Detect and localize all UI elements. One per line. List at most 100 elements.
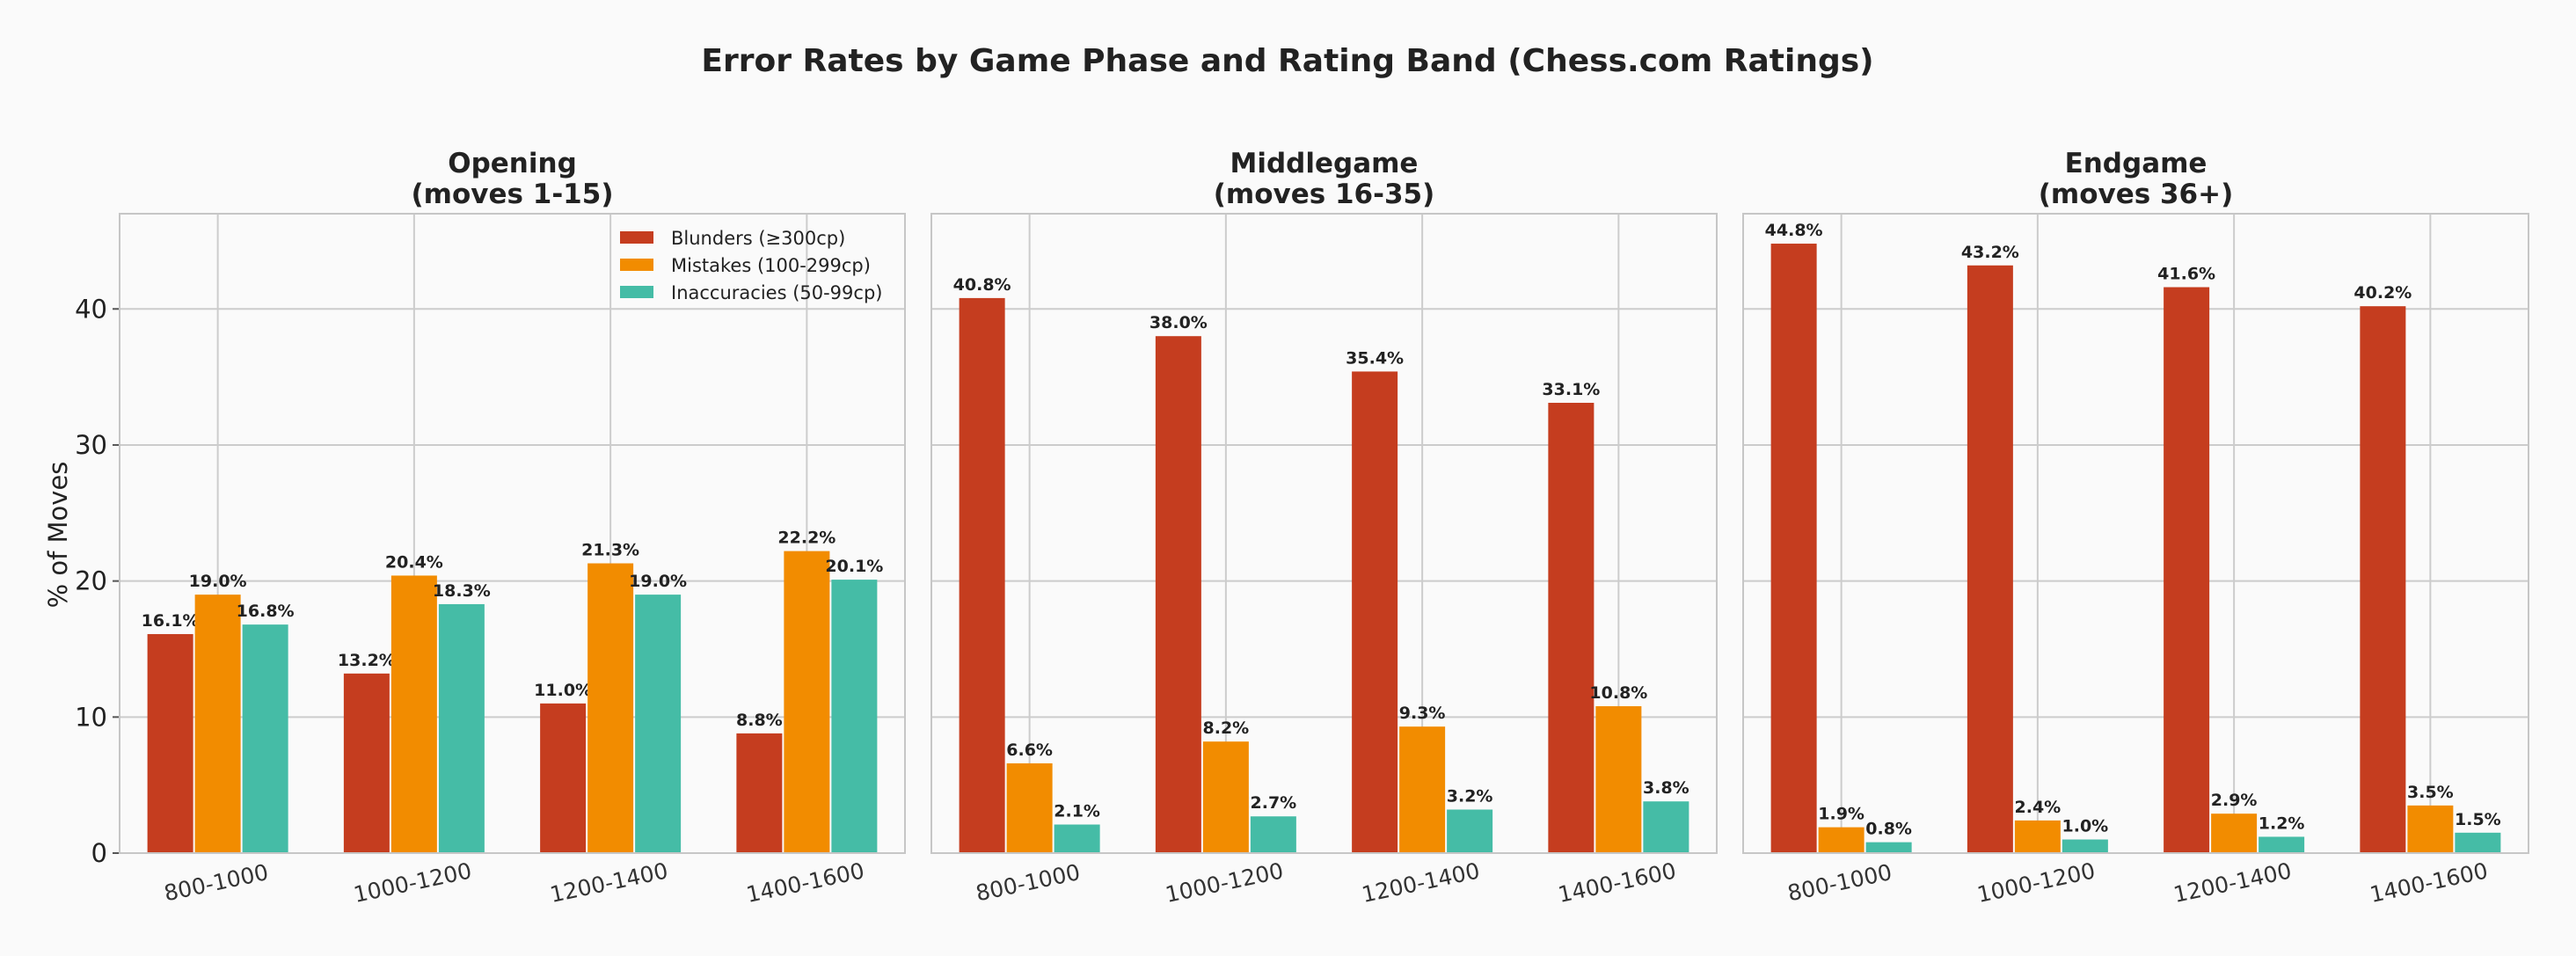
bar [1818,827,1864,853]
bar-value-label: 16.1% [142,611,200,631]
bar-value-label: 20.4% [385,552,443,572]
bar [2259,836,2305,853]
bar [1155,336,1201,853]
bar [2062,839,2108,853]
x-tick-label: 1200-1400 [548,857,670,908]
legend-swatch [620,286,653,298]
bar [540,703,587,853]
panel-title: Endgame [2065,148,2207,179]
bar [343,673,390,853]
panel-2: 40.8% 38.0% 35.4% 33.1% 6.6% 8.2% 9.3% 10.8% 2.1… [930,148,1718,908]
x-tick-label: 800-1000 [974,859,1083,906]
bar-value-label: 40.8% [953,275,1011,295]
x-tick-label: 1200-1400 [2171,857,2294,908]
bar-value-label: 3.8% [1643,778,1689,798]
legend-entry: Blunders (≥300cp) [671,228,845,249]
bar [2407,805,2454,853]
bar-value-label: 19.0% [189,572,247,591]
bar-value-label: 3.5% [2407,783,2454,802]
bar-value-label: 22.2% [777,529,836,548]
bar-value-label: 2.4% [2015,798,2062,817]
bar [390,575,437,853]
bar-value-label: 35.4% [1346,348,1404,368]
bar [2014,820,2061,853]
x-tick-label: 1000-1200 [351,857,473,908]
bar [2455,832,2501,853]
panel-3: 44.8% 43.2% 41.6% 40.2% 1.9% 2.4% 2.9% 3.5% 0.8%… [1742,148,2529,908]
x-tick-label: 800-1000 [162,859,271,906]
bar-value-label: 43.2% [1961,243,2019,262]
chart-title: Error Rates by Game Phase and Rating Ban… [701,43,1873,79]
legend-entry: Inaccuracies (50-99cp) [671,282,882,303]
bar-value-label: 1.9% [1818,805,1864,824]
legend-swatch [620,231,653,244]
panel-title: Opening [448,148,577,179]
bar [147,633,193,853]
bar [438,603,485,853]
y-tick-label: 20 [75,566,107,596]
bar-value-label: 0.8% [1865,820,1912,839]
x-tick-label: 1000-1200 [1163,857,1285,908]
bar [1865,842,1912,853]
bar-value-label: 19.0% [629,572,687,591]
bar [959,297,1005,854]
bar-value-label: 2.1% [1054,802,1100,821]
panel-title: Middlegame [1230,148,1419,179]
bar-value-label: 44.8% [1765,221,1823,240]
bar [1595,705,1642,853]
panel-1: 0 10 20 30 40 16.1% 13.2% 11.0% 8.8% 19.0% 20.4% 21… [75,148,906,908]
bar [1399,726,1446,853]
y-tick-label: 0 [91,838,107,868]
bar-value-label: 21.3% [581,541,639,560]
bar [1202,741,1249,853]
bar-value-label: 11.0% [534,681,592,700]
bar [587,563,634,853]
bar-value-label: 40.2% [2353,283,2412,303]
bar [1967,265,2013,854]
bar-value-label: 13.2% [338,651,396,670]
bar [242,624,288,853]
x-tick-label: 1400-1600 [744,857,866,908]
legend: Blunders (≥300cp) Mistakes (100-299cp) Ina… [620,228,882,303]
y-tick-label: 30 [75,430,107,460]
bar-value-label: 16.8% [237,602,295,621]
bar [1352,371,1398,853]
bar [1770,244,1817,853]
panels: 0 10 20 30 40 16.1% 13.2% 11.0% 8.8% 19.0% 20.4% 21… [75,148,2529,908]
bar-value-label: 8.2% [1203,719,1250,738]
bar-value-label: 41.6% [2157,265,2215,284]
bar [194,595,241,853]
x-tick-label: 1000-1200 [1974,857,2097,908]
bar [1548,403,1594,853]
bar-value-label: 1.2% [2259,814,2305,833]
bar-value-label: 20.1% [825,557,883,576]
y-tick-label: 10 [75,702,107,732]
legend-entry: Mistakes (100-299cp) [671,255,871,276]
x-tick-label: 1400-1600 [1556,857,1678,908]
bar [1447,809,1493,853]
plot-frame [119,213,906,854]
plot-frame [930,213,1718,854]
x-tick-label: 1200-1400 [1360,857,1482,908]
bar [2164,287,2210,853]
bar [831,580,878,853]
y-axis-label: % of Moves [43,462,73,609]
bar-value-label: 9.3% [1399,704,1446,723]
bar-value-label: 2.9% [2211,791,2258,810]
bar [2211,814,2258,853]
bar-value-label: 33.1% [1542,380,1600,399]
bar-value-label: 18.3% [433,581,491,601]
legend-swatch [620,259,653,271]
bar-value-label: 2.7% [1251,793,1297,813]
bar [1643,801,1689,853]
bar [1054,824,1100,853]
x-tick-label: 800-1000 [1785,859,1894,906]
bar-value-label: 6.6% [1006,741,1053,760]
bar [1006,763,1053,853]
bar [1250,816,1296,853]
bar [2360,306,2406,853]
panel-subtitle: (moves 36+) [2039,179,2234,210]
bar-value-label: 8.8% [736,711,783,730]
bar [784,551,830,853]
